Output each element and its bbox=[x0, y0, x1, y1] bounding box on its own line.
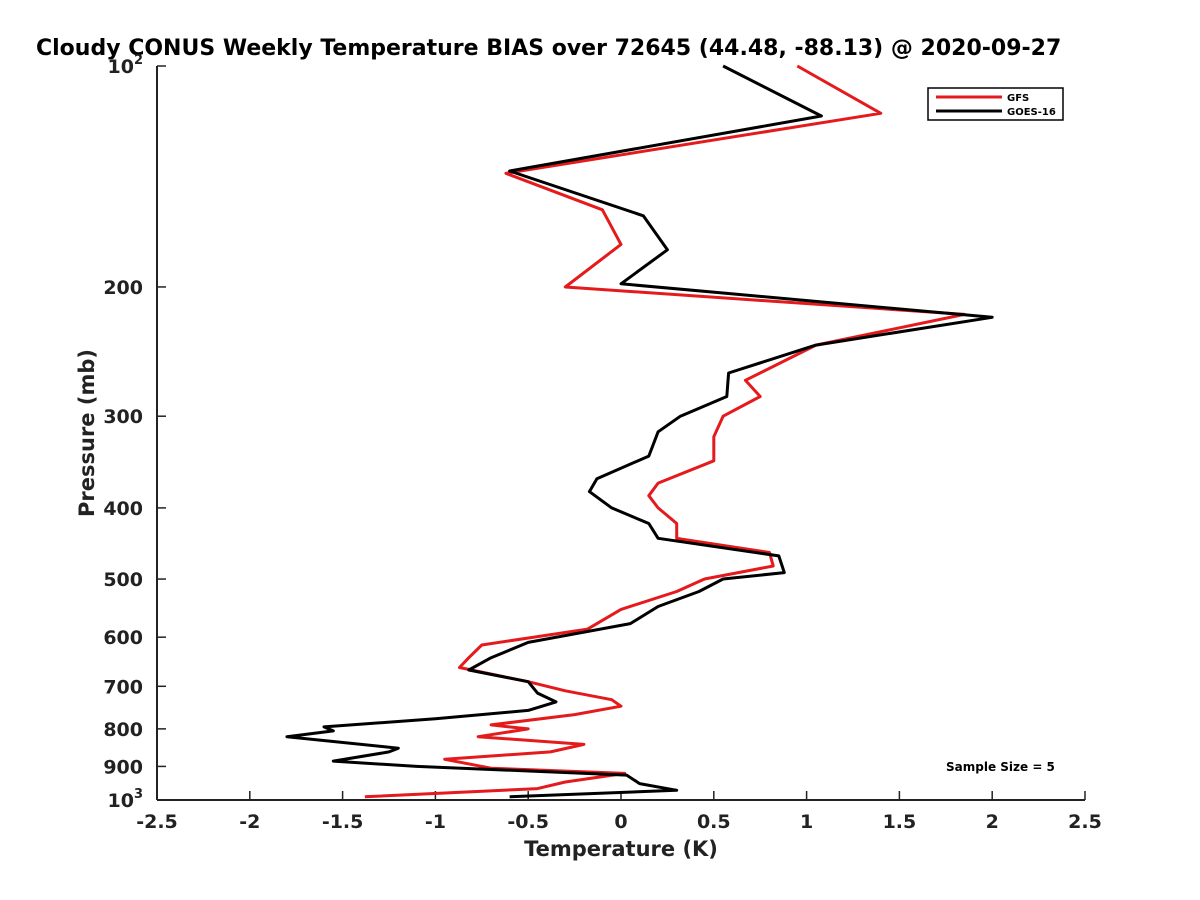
x-tick-label: 0 bbox=[614, 811, 627, 833]
y-tick-exponent: 3 bbox=[134, 787, 143, 802]
series-layer bbox=[285, 64, 994, 799]
legend-label: GOES-16 bbox=[1007, 107, 1056, 118]
y-tick-label: 500 bbox=[103, 569, 143, 591]
y-tick-label: 103 bbox=[108, 787, 144, 812]
y-tick-label: 102 bbox=[108, 53, 144, 78]
x-tick-label: 0.5 bbox=[697, 811, 731, 833]
legend: GFS GOES-16 bbox=[927, 87, 1064, 121]
y-tick-label: 400 bbox=[103, 498, 143, 520]
x-tick-label: 2.5 bbox=[1068, 811, 1102, 833]
x-tick-label: -2 bbox=[239, 811, 260, 833]
series-line-goes-16 bbox=[285, 64, 994, 799]
y-tick-label: 700 bbox=[103, 676, 143, 698]
x-tick-label: -0.5 bbox=[507, 811, 549, 833]
y-tick-exponent: 2 bbox=[134, 53, 143, 68]
y-tick-label: 600 bbox=[103, 627, 143, 649]
y-tick-label: 800 bbox=[103, 719, 143, 741]
x-axis-label: Temperature (K) bbox=[524, 837, 718, 861]
x-tick-label: 2 bbox=[986, 811, 999, 833]
chart-title: Cloudy CONUS Weekly Temperature BIAS ove… bbox=[36, 36, 1061, 61]
y-tick-label: 200 bbox=[103, 277, 143, 299]
x-tick-label: 1.5 bbox=[883, 811, 917, 833]
x-tick-label: -1 bbox=[425, 811, 446, 833]
plot-area: -2.5 -2 -1.5 -1 -0.5 0 0.5 1 1.5 2 2.5 10220030040… bbox=[103, 53, 1102, 833]
y-tick-label: 300 bbox=[103, 406, 143, 428]
sample-size-annotation: Sample Size = 5 bbox=[946, 760, 1055, 774]
x-tick-label: 1 bbox=[800, 811, 813, 833]
y-tick-label: 900 bbox=[103, 756, 143, 778]
y-axis-label: Pressure (mb) bbox=[75, 349, 99, 517]
x-tick-label: -1.5 bbox=[322, 811, 364, 833]
legend-label: GFS bbox=[1007, 93, 1029, 104]
y-tick-base: 10 bbox=[108, 790, 134, 812]
x-tick-group: -2.5 -2 -1.5 -1 -0.5 0 0.5 1 1.5 2 2.5 bbox=[136, 791, 1102, 833]
x-tick-label: -2.5 bbox=[136, 811, 178, 833]
y-tick-base: 10 bbox=[108, 56, 134, 78]
series-line-gfs bbox=[364, 64, 966, 799]
legend-box bbox=[927, 87, 1064, 121]
